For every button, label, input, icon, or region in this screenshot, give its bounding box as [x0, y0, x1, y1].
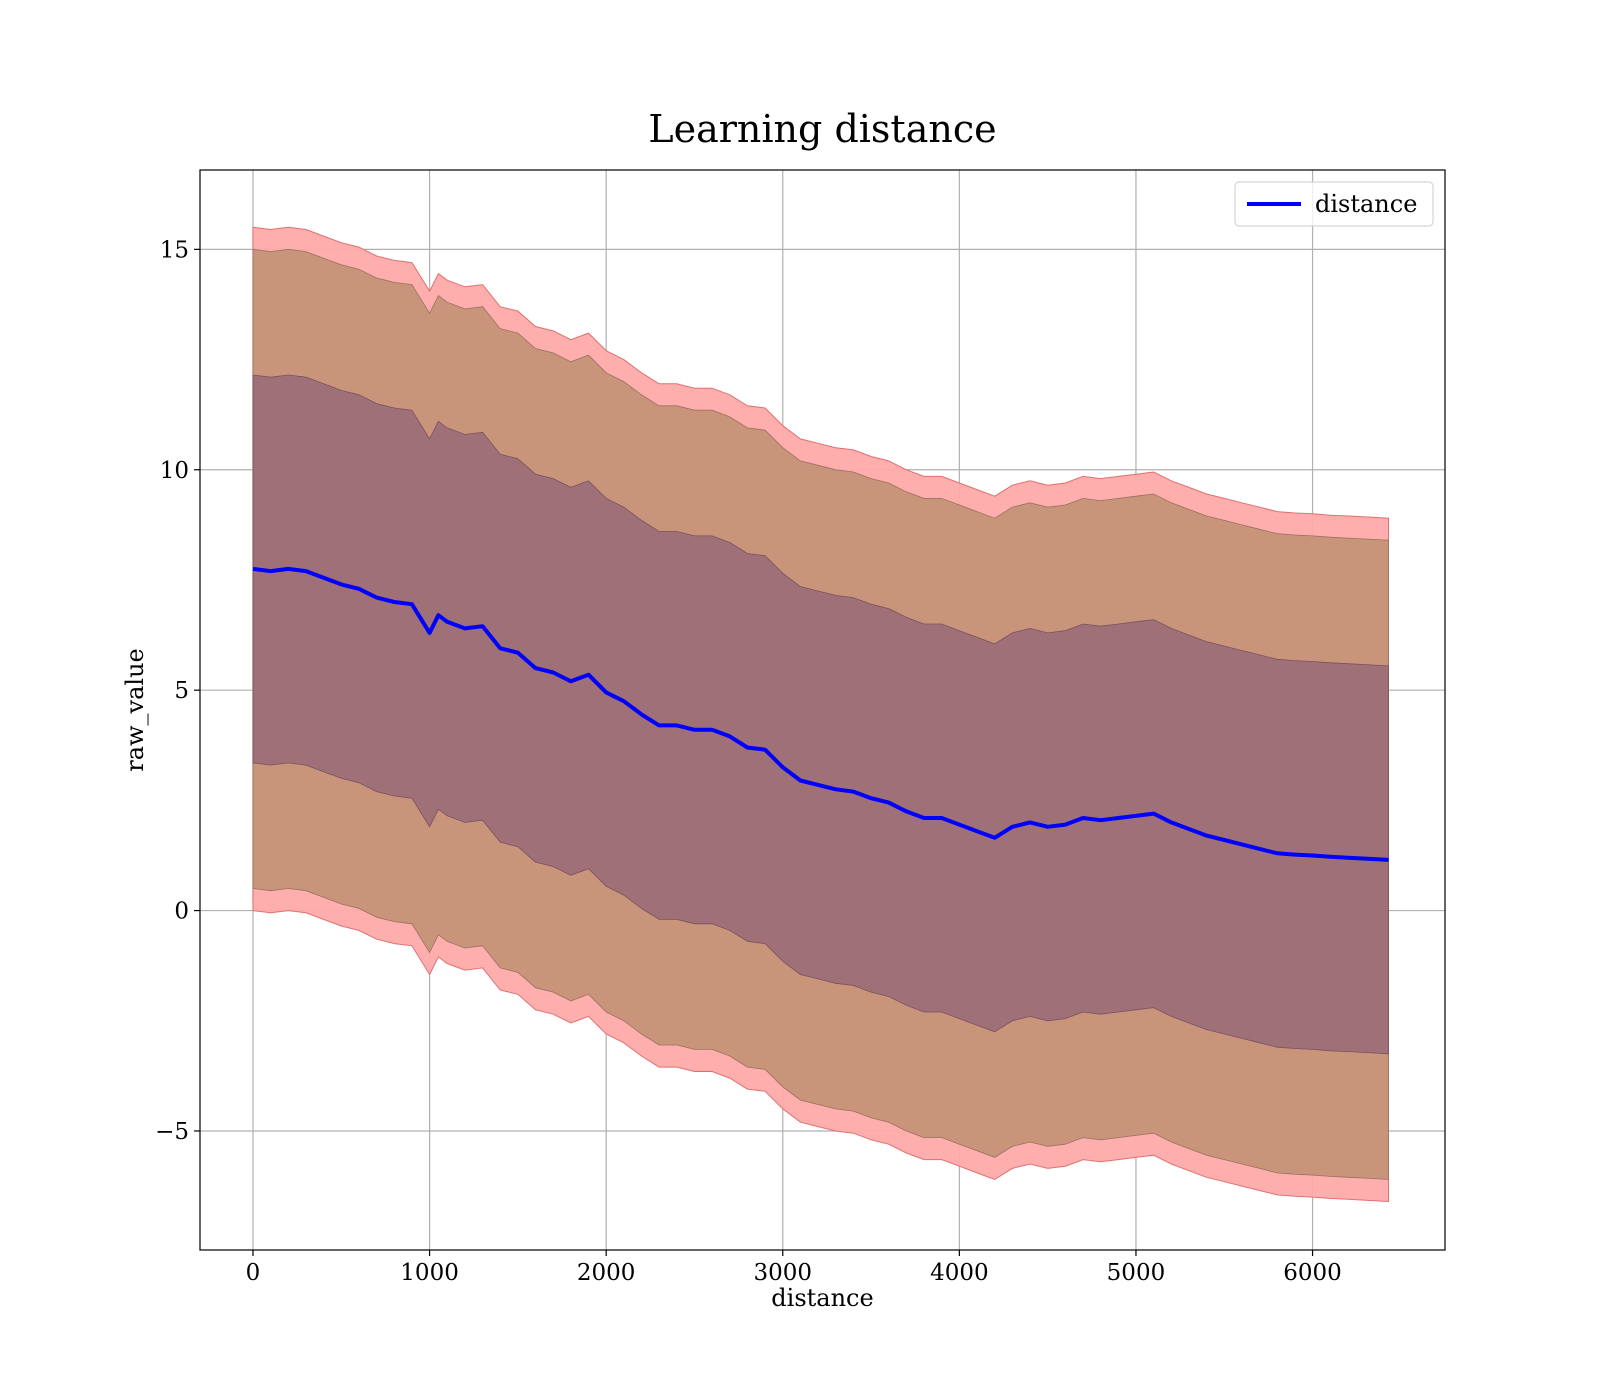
y-axis-title: raw_value: [121, 648, 149, 772]
legend-label-distance: distance: [1315, 190, 1417, 218]
x-tick-label: 1000: [400, 1260, 459, 1286]
y-tick-label: 10: [160, 458, 189, 484]
x-tick-label: 3000: [753, 1260, 812, 1286]
series-line-distance: [252, 566, 1389, 862]
y-tick-label: 0: [174, 899, 189, 925]
plot-frame: [199, 169, 1446, 1251]
axis-ticks: 0 1000 2000 3000 4000 5000 6000 −5 0 5 10 15: [155, 237, 1342, 1286]
series-lines: [252, 566, 1389, 862]
y-tick-label: 15: [160, 237, 189, 263]
legend: distance: [1234, 181, 1434, 227]
x-axis-title: distance: [771, 1284, 873, 1312]
confidence-bands: [252, 226, 1389, 1203]
y-tick-label: 5: [174, 678, 189, 704]
x-tick-label: 5000: [1107, 1260, 1166, 1286]
x-tick-label: 6000: [1283, 1260, 1342, 1286]
y-tick-label: −5: [155, 1119, 189, 1145]
band-1sd: [252, 374, 1389, 1055]
x-tick-label: 2000: [577, 1260, 636, 1286]
x-tick-label: 0: [246, 1260, 261, 1286]
chart-title: Learning distance: [648, 107, 996, 151]
legend-box: [1234, 181, 1434, 227]
x-tick-label: 4000: [930, 1260, 989, 1286]
